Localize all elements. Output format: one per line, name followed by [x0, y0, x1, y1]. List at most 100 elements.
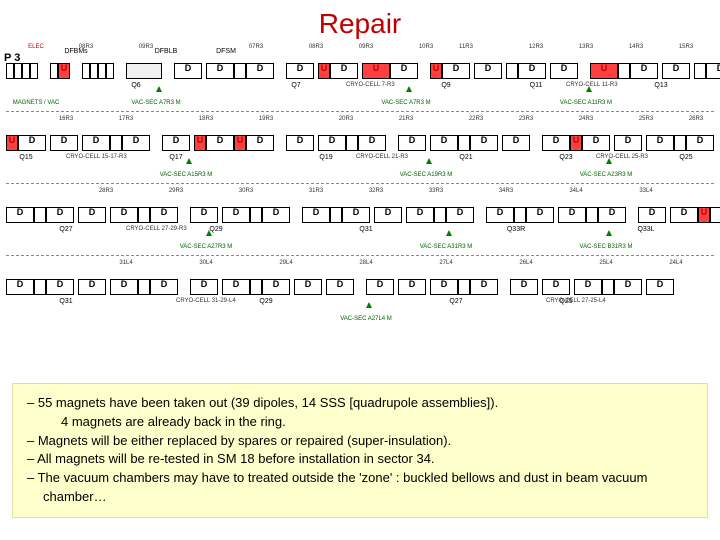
cryo-cell-label: CRYO-CELL 27-29-R3 [126, 226, 187, 232]
q-label: Q6 [131, 82, 140, 89]
dipole-magnet [6, 63, 14, 79]
quadrupole-magnet: U [234, 135, 246, 151]
q-label: Q23 [559, 154, 572, 161]
dipole-magnet: D [470, 135, 498, 151]
dipole-magnet: D [50, 135, 78, 151]
quadrupole-magnet [250, 279, 262, 295]
vacuum-sector-label: VAC-SEC A11R3 M [560, 100, 612, 106]
arrow-up-icon [206, 230, 212, 236]
q-label: Q33L [637, 226, 654, 233]
q-label: Q7 [291, 82, 300, 89]
vacuum-sector-label: VAC-SEC B31R3 M [580, 244, 633, 250]
quadrupole-magnet: U [194, 135, 206, 151]
arrow-up-icon [406, 86, 412, 92]
dipole-magnet: D [710, 207, 720, 223]
dipole-magnet: D [686, 135, 714, 151]
lattice-diagram: DFBMsDFBLBDFSMUDDDDUDUDUDDDDUDDDDQ6Q7Q9Q… [0, 44, 720, 328]
quadrupole-magnet [694, 63, 706, 79]
dipole-magnet: D [442, 63, 470, 79]
dipole-magnet: D [430, 279, 458, 295]
summary-line: – 55 magnets have been taken out (39 dip… [27, 394, 693, 413]
cryo-cell-label: CRYO-CELL 27-25-L4 [546, 298, 606, 304]
dipole-magnet [82, 63, 90, 79]
position-label: 17R3 [119, 116, 133, 122]
quadrupole-magnet [458, 135, 470, 151]
quadrupole-magnet: U [318, 63, 330, 79]
dipole-magnet: D [342, 207, 370, 223]
quadrupole-magnet [506, 63, 518, 79]
dipole-magnet: D [262, 279, 290, 295]
quadrupole-magnet [618, 63, 630, 79]
dipole-magnet: U [362, 63, 390, 79]
q-label: Q27 [59, 226, 72, 233]
q-label: Q25 [679, 154, 692, 161]
lattice-row: DFBMsDFBLBDFSMUDDDDUDUDUDDDDUDDDDQ6Q7Q9Q… [6, 44, 714, 112]
beamline: UDDDDDUDUDDDDDDDDDUDDDD [6, 134, 714, 152]
position-label: 13R3 [579, 44, 593, 50]
lattice-row: UDDDDDUDUDDDDDDDDDUDDDDQ15Q17Q19Q21Q23Q2… [6, 116, 714, 184]
cryo-cell-label: CRYO-CELL 15-17-R3 [66, 154, 127, 160]
dipole-magnet: D [366, 279, 394, 295]
cryo-cell-label: CRYO-CELL 25-R3 [596, 154, 648, 160]
summary-subline: 4 magnets are already back in the ring. [27, 413, 693, 432]
position-label: ELEC [28, 44, 44, 50]
summary-line: – The vacuum chambers may have to treate… [27, 469, 693, 507]
dipole-magnet: D [190, 279, 218, 295]
dipole-magnet: D [110, 207, 138, 223]
position-label: 16R3 [59, 116, 73, 122]
dipole-magnet: D [78, 279, 106, 295]
dipole-magnet: D [638, 207, 666, 223]
dipole-magnet: D [206, 135, 234, 151]
vacuum-sector-label: VAC-SEC A7R3 M [131, 100, 180, 106]
dipole-magnet: D [474, 63, 502, 79]
lattice-row: DDDDDDDDDDDDDDDDDDDUDDQ27Q29Q31Q33RQ33LC… [6, 188, 714, 256]
arrow-up-icon [366, 302, 372, 308]
vacuum-sector-label: VAC-SEC A19R3 M [400, 172, 453, 178]
q-label: Q15 [19, 154, 32, 161]
arrow-up-icon [606, 230, 612, 236]
position-label: 11R3 [459, 44, 473, 50]
dipole-magnet: D [558, 207, 586, 223]
dipole-magnet: D [46, 207, 74, 223]
position-label: 20R3 [339, 116, 353, 122]
quadrupole-magnet: U [570, 135, 582, 151]
position-label: 24L4 [669, 260, 682, 266]
dfb-box [126, 63, 162, 79]
q-label: Q31 [59, 298, 72, 305]
position-label: 09R3 [139, 44, 153, 50]
q-label: Q33R [507, 226, 525, 233]
dipole-magnet: D [598, 207, 626, 223]
quadrupole-magnet: U [698, 207, 710, 223]
dipole-magnet: D [78, 207, 106, 223]
top-label: DFBLB [155, 48, 178, 55]
q-label: Q13 [654, 82, 667, 89]
position-label: 18R3 [199, 116, 213, 122]
position-label: 14R3 [629, 44, 643, 50]
dipole-magnet: D [222, 279, 250, 295]
arrow-up-icon [606, 158, 612, 164]
quadrupole-magnet [234, 63, 246, 79]
position-label: 09R3 [359, 44, 373, 50]
arrow-up-icon [426, 158, 432, 164]
cryo-cell-label: CRYO-CELL 31-29-L4 [176, 298, 236, 304]
position-label: 07R3 [249, 44, 263, 50]
summary-line: – Magnets will be either replaced by spa… [27, 432, 693, 451]
position-label: 08R3 [79, 44, 93, 50]
dipole-magnet: D [150, 279, 178, 295]
dipole-magnet: D [526, 207, 554, 223]
quadrupole-magnet [110, 135, 122, 151]
dipole-magnet: D [46, 279, 74, 295]
dipole-magnet: D [574, 279, 602, 295]
q-label: Q27 [449, 298, 462, 305]
position-label: 12R3 [529, 44, 543, 50]
q-label: Q19 [319, 154, 332, 161]
dipole-magnet [90, 63, 98, 79]
dipole-magnet: D [302, 207, 330, 223]
vacuum-sector-label: MAGNETS / VAC [13, 100, 60, 106]
vacuum-sector-label: VAC-SEC A31R3 M [420, 244, 473, 250]
dipole-magnet: D [262, 207, 290, 223]
q-label: Q29 [259, 298, 272, 305]
position-label: 26L4 [519, 260, 532, 266]
beamline: UDDDDUDUDUDDDDUDDDD [6, 62, 714, 80]
summary-line: – All magnets will be re-tested in SM 18… [27, 450, 693, 469]
